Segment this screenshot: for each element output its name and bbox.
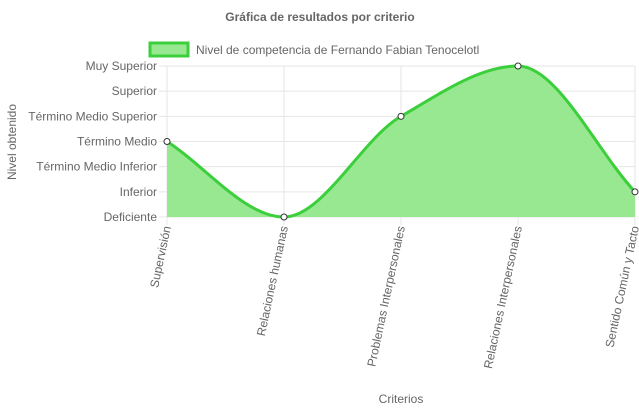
data-points (163, 62, 639, 221)
legend[interactable]: Nivel de competencia de Fernando Fabian … (148, 41, 479, 58)
legend-swatch (148, 41, 190, 58)
data-point-supervision[interactable] (163, 138, 171, 145)
x-tick-label-problemas-interpersonales: Problemas Interpersonales (364, 225, 408, 368)
series-area-fill (167, 66, 635, 217)
y-axis-ticks: Deficiente Inferior Término Medio Inferior… (28, 59, 157, 224)
x-tick-label-supervision: Supervisión (147, 225, 174, 289)
legend-label: Nivel de competencia de Fernando Fabian … (196, 43, 479, 57)
y-tick-label-deficiente: Deficiente (104, 210, 158, 224)
y-tick-label-superior: Superior (112, 84, 157, 98)
x-axis-title: Criterios (379, 392, 424, 406)
y-tick-label-muy-superior: Muy Superior (86, 59, 157, 73)
x-tick-label-relaciones-humanas: Relaciones humanas (254, 225, 291, 338)
data-point-relaciones-humanas[interactable] (280, 213, 288, 221)
data-point-relaciones-interpersonales[interactable] (514, 62, 522, 70)
y-tick-label-termino-medio-inferior: Término Medio Inferior (36, 160, 157, 174)
y-tick-label-termino-medio: Término Medio (77, 135, 157, 149)
x-tick-label-sentido-comun-y-tacto: Sentido Común y Tacto (602, 224, 639, 348)
y-tick-label-termino-medio-superior: Término Medio Superior (28, 109, 157, 123)
x-axis-ticks: Supervisión Relaciones humanas Problemas I… (147, 224, 639, 369)
data-point-problemas-interpersonales[interactable] (397, 112, 405, 120)
x-tick-label-relaciones-interpersonales: Relaciones Interpersonales (481, 225, 525, 370)
y-axis-title: Nivel obtenido (5, 104, 19, 180)
data-point-sentido-comun-y-tacto[interactable] (631, 188, 639, 196)
chart-title: Gráfica de resultados por criterio (225, 10, 414, 24)
y-tick-label-inferior: Inferior (120, 185, 157, 199)
